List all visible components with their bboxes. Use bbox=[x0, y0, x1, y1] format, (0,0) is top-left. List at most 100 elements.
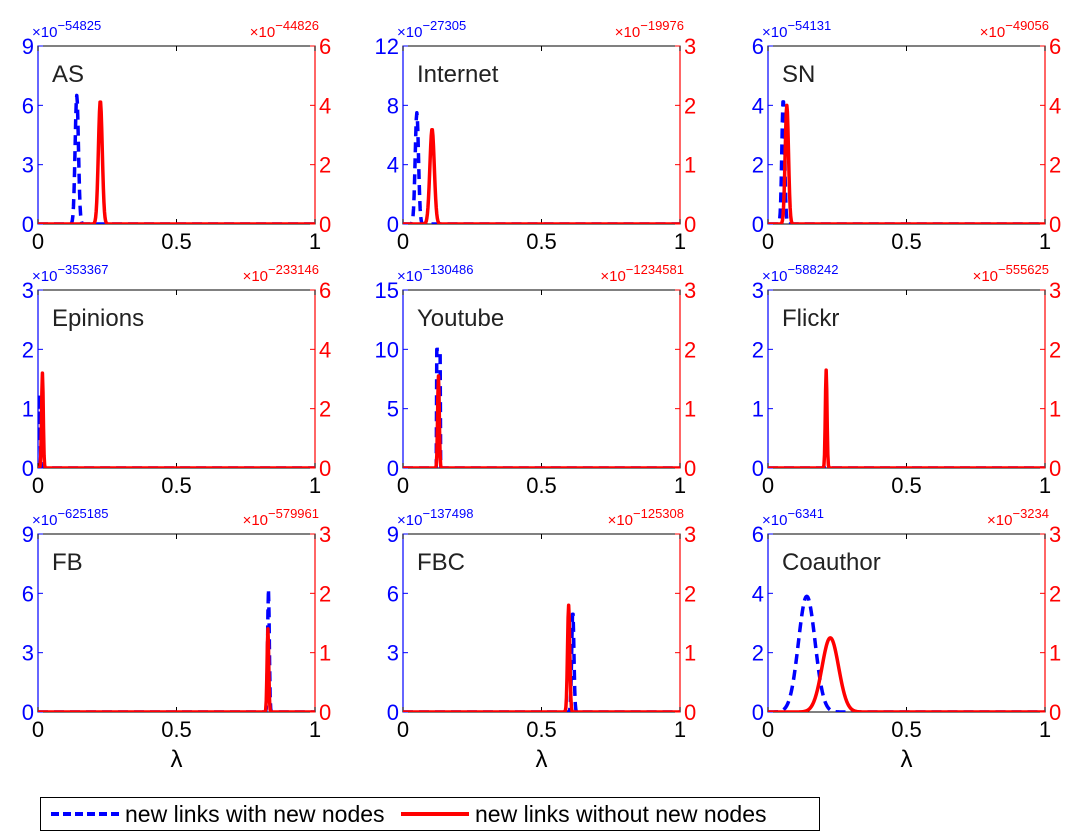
panel-label: Coauthor bbox=[782, 549, 881, 576]
x-tick-label: 1 bbox=[1039, 717, 1051, 742]
right-y-tick-label: 6 bbox=[1049, 34, 1061, 59]
right-y-tick-label: 0 bbox=[319, 456, 331, 481]
left-y-tick-label: 9 bbox=[387, 522, 399, 547]
left-y-tick-label: 8 bbox=[387, 93, 399, 118]
right-y-tick-label: 2 bbox=[1049, 581, 1061, 606]
panel-label: FB bbox=[52, 549, 83, 576]
right-y-tick-label: 6 bbox=[319, 34, 331, 59]
left-y-tick-label: 6 bbox=[22, 93, 34, 118]
left-y-tick-label: 3 bbox=[22, 278, 34, 303]
x-axis-label: λ bbox=[901, 746, 913, 773]
x-tick-label: 0 bbox=[32, 229, 44, 254]
legend-box: new links with new nodes new links witho… bbox=[40, 797, 820, 831]
right-y-tick-label: 2 bbox=[684, 337, 696, 362]
right-axis-multiplier: ×10−1234581 bbox=[600, 262, 684, 285]
right-y-tick-label: 4 bbox=[319, 93, 331, 118]
x-axis-label: λ bbox=[171, 746, 183, 773]
x-tick-label: 0.5 bbox=[161, 229, 192, 254]
series-without-new-nodes-line bbox=[768, 636, 1045, 712]
left-axis-multiplier: ×10−6341 bbox=[762, 506, 824, 529]
panel-label: Internet bbox=[417, 61, 499, 88]
x-tick-label: 0.5 bbox=[891, 473, 922, 498]
legend-label-without-new-nodes: new links without new nodes bbox=[475, 800, 767, 827]
x-tick-label: 0.5 bbox=[161, 717, 192, 742]
right-y-tick-label: 1 bbox=[684, 397, 696, 422]
left-y-tick-label: 9 bbox=[22, 34, 34, 59]
right-axis-multiplier: ×10−555625 bbox=[973, 262, 1049, 285]
x-tick-label: 0.5 bbox=[526, 717, 557, 742]
left-y-tick-label: 3 bbox=[22, 641, 34, 666]
plot-frame bbox=[767, 289, 1046, 469]
left-y-tick-label: 0 bbox=[387, 700, 399, 725]
right-y-tick-label: 0 bbox=[319, 212, 331, 237]
right-y-tick-label: 1 bbox=[319, 641, 331, 666]
left-y-tick-label: 0 bbox=[752, 456, 764, 481]
left-y-tick-label: 3 bbox=[387, 641, 399, 666]
left-y-tick-label: 3 bbox=[752, 278, 764, 303]
plot-frame bbox=[37, 289, 316, 469]
right-y-tick-label: 4 bbox=[319, 337, 331, 362]
panel-label: Epinions bbox=[52, 305, 144, 332]
right-y-tick-label: 2 bbox=[684, 93, 696, 118]
right-axis-multiplier: ×10−125308 bbox=[608, 506, 684, 529]
right-y-tick-label: 2 bbox=[319, 397, 331, 422]
right-y-tick-label: 0 bbox=[1049, 212, 1061, 237]
x-tick-label: 0.5 bbox=[891, 229, 922, 254]
left-y-tick-label: 1 bbox=[752, 397, 764, 422]
x-tick-label: 0.5 bbox=[526, 229, 557, 254]
left-y-tick-label: 6 bbox=[752, 34, 764, 59]
x-tick-label: 1 bbox=[1039, 229, 1051, 254]
right-y-tick-label: 3 bbox=[1049, 522, 1061, 547]
right-y-tick-label: 1 bbox=[684, 641, 696, 666]
right-y-tick-label: 3 bbox=[684, 34, 696, 59]
right-y-tick-label: 3 bbox=[684, 522, 696, 547]
left-y-tick-label: 4 bbox=[387, 153, 399, 178]
right-y-tick-label: 0 bbox=[1049, 700, 1061, 725]
x-tick-label: 0.5 bbox=[161, 473, 192, 498]
x-tick-label: 1 bbox=[674, 473, 686, 498]
x-tick-label: 0 bbox=[397, 473, 409, 498]
x-tick-label: 0 bbox=[762, 473, 774, 498]
right-y-tick-label: 6 bbox=[319, 278, 331, 303]
series-without-new-nodes-line bbox=[38, 627, 315, 712]
x-tick-label: 0 bbox=[762, 717, 774, 742]
right-y-tick-label: 2 bbox=[319, 581, 331, 606]
left-y-tick-label: 0 bbox=[752, 700, 764, 725]
x-tick-label: 0 bbox=[32, 473, 44, 498]
left-y-tick-label: 6 bbox=[22, 581, 34, 606]
left-y-tick-label: 6 bbox=[752, 522, 764, 547]
x-tick-label: 0 bbox=[397, 229, 409, 254]
left-y-tick-label: 10 bbox=[375, 337, 399, 362]
x-axis-label: λ bbox=[536, 746, 548, 773]
left-axis-multiplier: ×10−353367 bbox=[32, 262, 108, 285]
x-tick-label: 0 bbox=[32, 717, 44, 742]
left-y-tick-label: 2 bbox=[752, 337, 764, 362]
left-axis-multiplier: ×10−130486 bbox=[397, 262, 473, 285]
left-y-tick-label: 0 bbox=[22, 456, 34, 481]
panel-label: FBC bbox=[417, 549, 465, 576]
right-axis-multiplier: ×10−3234 bbox=[987, 506, 1049, 529]
left-y-tick-label: 1 bbox=[22, 397, 34, 422]
left-axis-multiplier: ×10−137498 bbox=[397, 506, 473, 529]
left-y-tick-label: 0 bbox=[22, 212, 34, 237]
legend-dashed-swatch bbox=[51, 812, 119, 816]
left-y-tick-label: 4 bbox=[752, 581, 764, 606]
right-y-tick-label: 2 bbox=[1049, 153, 1061, 178]
left-y-tick-label: 4 bbox=[752, 93, 764, 118]
plot-frame bbox=[767, 45, 1046, 225]
right-y-tick-label: 4 bbox=[1049, 93, 1061, 118]
right-axis-multiplier: ×10−19976 bbox=[615, 18, 684, 41]
x-tick-label: 0 bbox=[397, 717, 409, 742]
right-axis-multiplier: ×10−49056 bbox=[980, 18, 1049, 41]
x-tick-label: 1 bbox=[1039, 473, 1051, 498]
legend-item-new-nodes: new links with new nodes bbox=[51, 798, 385, 830]
left-axis-multiplier: ×10−54825 bbox=[32, 18, 101, 41]
left-y-tick-label: 0 bbox=[752, 212, 764, 237]
